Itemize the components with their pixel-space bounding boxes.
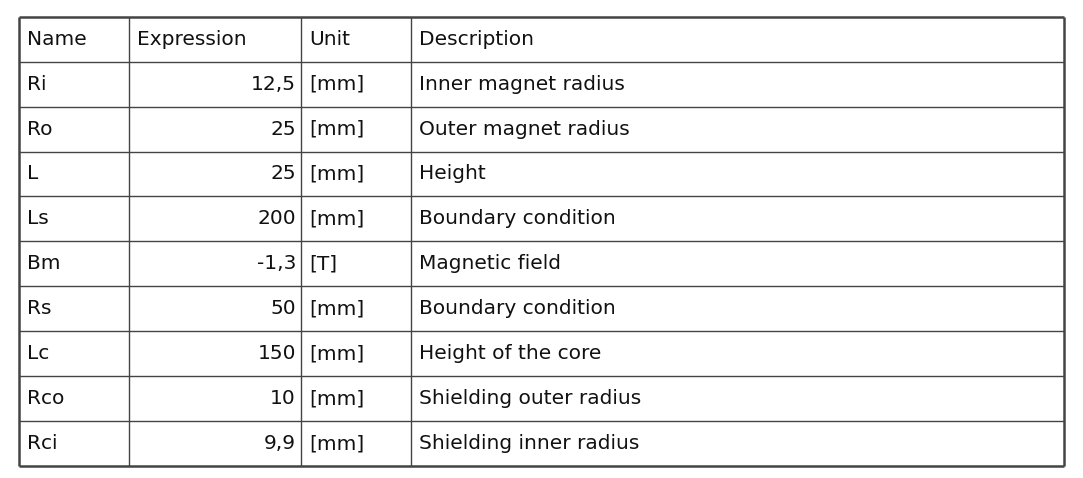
Text: Boundary condition: Boundary condition [418, 299, 615, 318]
Text: Inner magnet radius: Inner magnet radius [418, 75, 625, 94]
Text: 25: 25 [271, 164, 296, 184]
Text: [mm]: [mm] [309, 344, 364, 363]
Text: Shielding inner radius: Shielding inner radius [418, 434, 639, 453]
Text: Ro: Ro [27, 120, 53, 139]
Text: [mm]: [mm] [309, 389, 364, 408]
Text: 150: 150 [258, 344, 296, 363]
Text: 9,9: 9,9 [264, 434, 296, 453]
Text: Rco: Rco [27, 389, 65, 408]
Text: Height: Height [418, 164, 485, 184]
Text: [mm]: [mm] [309, 434, 364, 453]
Text: L: L [27, 164, 38, 184]
Text: -1,3: -1,3 [257, 254, 296, 273]
Text: Boundary condition: Boundary condition [418, 209, 615, 228]
Text: Lc: Lc [27, 344, 50, 363]
Text: 10: 10 [271, 389, 296, 408]
Text: [mm]: [mm] [309, 299, 364, 318]
Text: Name: Name [27, 30, 87, 49]
Text: Shielding outer radius: Shielding outer radius [418, 389, 641, 408]
Text: Outer magnet radius: Outer magnet radius [418, 120, 629, 139]
Text: Ls: Ls [27, 209, 49, 228]
Text: [mm]: [mm] [309, 120, 364, 139]
Text: Rs: Rs [27, 299, 52, 318]
Text: 50: 50 [271, 299, 296, 318]
Text: 200: 200 [258, 209, 296, 228]
Text: [T]: [T] [309, 254, 337, 273]
Text: [mm]: [mm] [309, 75, 364, 94]
Text: Unit: Unit [309, 30, 350, 49]
Text: Description: Description [418, 30, 534, 49]
Text: Magnetic field: Magnetic field [418, 254, 561, 273]
Text: Expression: Expression [136, 30, 246, 49]
Text: [mm]: [mm] [309, 209, 364, 228]
Text: Bm: Bm [27, 254, 61, 273]
Text: Height of the core: Height of the core [418, 344, 601, 363]
Text: 12,5: 12,5 [251, 75, 296, 94]
Text: Ri: Ri [27, 75, 47, 94]
Text: Rci: Rci [27, 434, 57, 453]
Text: 25: 25 [271, 120, 296, 139]
Text: [mm]: [mm] [309, 164, 364, 184]
